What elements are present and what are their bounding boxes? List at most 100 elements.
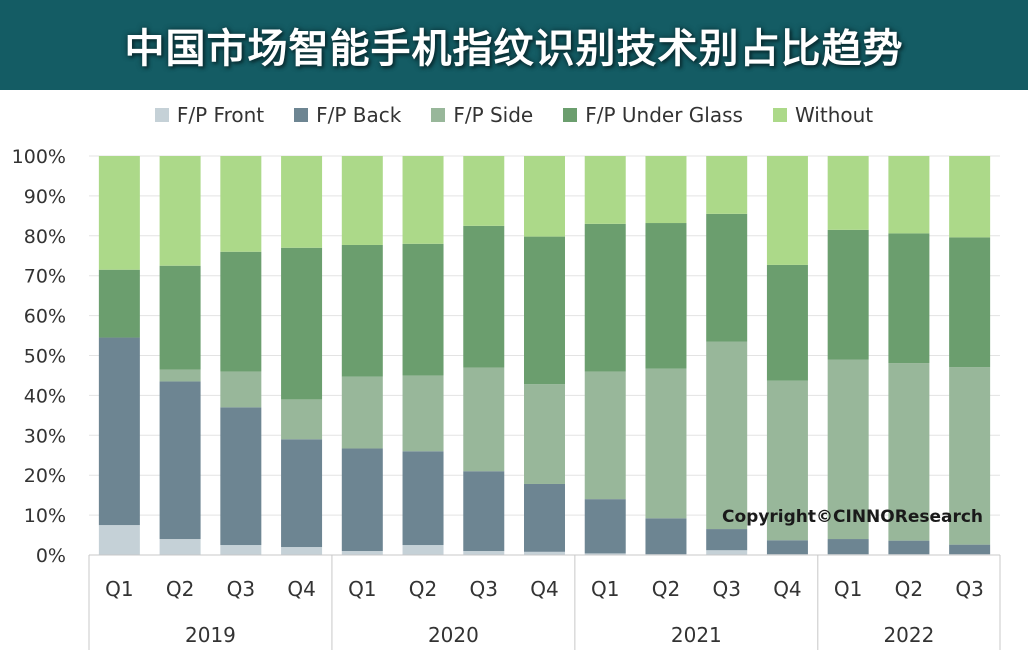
bar-segment: [281, 439, 323, 548]
bar-segment: [341, 448, 383, 552]
y-tick-label: 100%: [12, 146, 66, 168]
legend-item: F/P Back: [294, 103, 401, 127]
bar-segment: [463, 551, 505, 555]
bar-segment: [220, 251, 262, 372]
bar-segment: [888, 540, 930, 555]
bar-segment: [463, 225, 505, 368]
bar-segment: [220, 156, 262, 252]
y-tick-label: 0%: [36, 545, 66, 567]
x-tick-label: Q1: [105, 577, 133, 601]
bar-segment: [402, 243, 444, 376]
bar-segment: [402, 545, 444, 555]
bar-segment: [645, 518, 687, 555]
title-bar: 中国市场智能手机指纹识别技术别占比趋势: [0, 0, 1028, 90]
legend-label: F/P Back: [316, 103, 402, 127]
legend-label: F/P Side: [453, 103, 534, 127]
bar-segment: [827, 156, 869, 230]
bar-segment: [281, 399, 323, 440]
bar-segment: [584, 223, 626, 372]
bar-segment: [281, 547, 323, 555]
y-tick-label: 50%: [24, 346, 66, 368]
bar-segment: [766, 540, 808, 555]
group-label: 2019: [185, 623, 236, 647]
bar-segment: [706, 550, 748, 555]
x-tick-label: Q3: [227, 577, 255, 601]
bar-segment: [281, 156, 323, 248]
bar-segment: [463, 367, 505, 472]
x-tick-label: Q2: [166, 577, 194, 601]
legend-item: F/P Side: [431, 103, 533, 127]
legend-item: Without: [772, 103, 874, 127]
bar-segment: [220, 545, 262, 555]
legend-label: F/P Front: [176, 103, 265, 127]
x-tick-label: Q4: [530, 577, 558, 601]
bar-segment: [524, 551, 565, 555]
bar-segment: [524, 156, 565, 237]
bar-segment: [827, 539, 869, 555]
bar-segment: [159, 381, 201, 540]
bar-segment: [766, 156, 808, 265]
bar-segment: [402, 451, 444, 546]
bar-segment: [949, 544, 991, 555]
group-label: 2021: [671, 623, 722, 647]
bar-segment: [524, 483, 565, 552]
chart-title: 中国市场智能手机指纹识别技术别占比趋势: [124, 26, 904, 72]
bar-segment: [888, 156, 930, 234]
y-tick-label: 60%: [24, 306, 66, 328]
x-tick-label: Q3: [712, 577, 740, 601]
legend-swatch: [772, 108, 787, 122]
bar-segment: [645, 156, 687, 224]
bar-segment: [706, 156, 748, 214]
bar-segment: [827, 229, 869, 360]
bar-segment: [645, 223, 687, 369]
x-tick-label: Q1: [834, 577, 862, 601]
bar-segment: [584, 156, 626, 224]
bar-segment: [949, 367, 991, 545]
legend-swatch: [154, 108, 169, 122]
bar-segment: [706, 341, 748, 530]
bar-segment: [341, 244, 383, 377]
bar-segment: [524, 384, 565, 484]
bar-segment: [949, 237, 991, 368]
bar-segment: [584, 371, 626, 500]
bar-segment: [341, 376, 383, 449]
x-tick-label: Q4: [287, 577, 315, 601]
y-tick-label: 70%: [24, 266, 66, 288]
copyright-watermark: Copyright©CINNOResearch: [722, 507, 984, 527]
bar-segment: [949, 156, 991, 238]
x-tick-label: Q1: [348, 577, 376, 601]
legend-item: F/P Under Glass: [563, 103, 743, 127]
bar-segment: [98, 337, 140, 526]
bar-segment: [220, 407, 262, 546]
bar-segment: [766, 264, 808, 381]
y-tick-label: 20%: [24, 465, 66, 487]
legend-swatch: [431, 108, 446, 122]
x-tick-label: Q2: [895, 577, 923, 601]
bar-segment: [220, 371, 262, 408]
legend-label: Without: [794, 103, 874, 127]
bar-segment: [98, 525, 140, 555]
bar-segment: [706, 529, 748, 551]
group-label: 2022: [883, 623, 934, 647]
bar-segment: [159, 539, 201, 555]
y-tick-label: 30%: [24, 425, 66, 447]
x-tick-label: Q2: [409, 577, 437, 601]
bar-segment: [159, 265, 201, 370]
bar-segment: [827, 359, 869, 540]
bar-segment: [159, 369, 201, 382]
x-tick-label: Q2: [652, 577, 680, 601]
bar-segment: [706, 213, 748, 342]
bar-segment: [888, 363, 930, 541]
y-tick-label: 10%: [24, 505, 66, 527]
legend-swatch: [563, 108, 578, 122]
x-tick-label: Q3: [955, 577, 983, 601]
y-tick-label: 90%: [24, 186, 66, 208]
y-tick-label: 80%: [24, 226, 66, 248]
bar-segment: [645, 368, 687, 519]
bar-segment: [341, 156, 383, 245]
bar-segment: [98, 156, 140, 270]
legend-label: F/P Under Glass: [585, 103, 743, 127]
bar-segment: [98, 269, 140, 338]
x-tick-label: Q4: [773, 577, 801, 601]
bar-segment: [584, 499, 626, 554]
